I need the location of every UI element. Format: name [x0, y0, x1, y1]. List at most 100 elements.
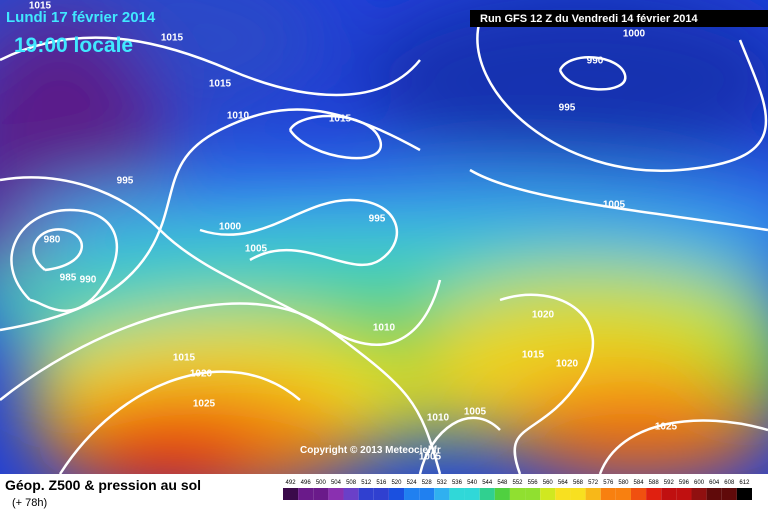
- scale-swatch: [630, 488, 647, 500]
- scale-swatch: [691, 488, 707, 500]
- scale-label: 572: [588, 480, 599, 486]
- scale-swatch: [404, 488, 420, 500]
- isobar-label: 1005: [245, 244, 268, 255]
- isobar-label: 1005: [603, 200, 626, 211]
- scale-label: 548: [497, 480, 508, 486]
- scale-label: 492: [286, 480, 297, 486]
- isobars: [0, 19, 768, 474]
- isobar-label: 990: [80, 275, 97, 286]
- scale-swatch: [600, 488, 616, 500]
- scale-label: 508: [346, 480, 357, 486]
- scale-swatch: [706, 488, 722, 500]
- isobar-label: 1015: [522, 350, 545, 361]
- isobar-label: 1005: [419, 452, 442, 463]
- copyright: Copyright © 2013 Meteociel.fr: [300, 445, 441, 456]
- run-box: [470, 10, 768, 27]
- scale-label: 608: [724, 480, 735, 486]
- scale-swatch: [509, 488, 526, 500]
- isobar-label: 995: [559, 103, 576, 114]
- isobar-label: 1010: [427, 413, 450, 424]
- scale-swatch: [434, 488, 450, 500]
- scale-swatch: [585, 488, 601, 500]
- scale-label: 528: [422, 480, 433, 486]
- isobar-label: 1025: [655, 422, 678, 433]
- scale-label: 532: [437, 480, 448, 486]
- scale-swatch: [676, 488, 692, 500]
- scale-label: 564: [558, 480, 569, 486]
- scale-swatch: [646, 488, 662, 500]
- isobar-label: 995: [369, 214, 386, 225]
- legend-lead: (+ 78h): [12, 497, 47, 509]
- scale-swatch: [570, 488, 586, 500]
- scale-label: 612: [739, 480, 750, 486]
- isobar-label: 1015: [29, 1, 52, 12]
- isobar-label: 1020: [556, 359, 579, 370]
- isobar-label: 1010: [373, 323, 396, 334]
- isobar-label: 995: [117, 176, 134, 187]
- scale-swatch: [343, 488, 359, 500]
- date: Lundi 17 février 2014: [6, 9, 156, 26]
- field: [0, 0, 768, 474]
- scale-swatch: [358, 488, 374, 500]
- scale-swatch: [615, 488, 631, 500]
- scale-label: 556: [528, 480, 539, 486]
- color-scale: 492 496 500 504 508 512 516 520 524 528 532 536 540 5…: [283, 480, 752, 500]
- scale-label: 544: [482, 480, 493, 486]
- scale-swatch: [494, 488, 510, 500]
- isobar-label: 1005: [464, 407, 487, 418]
- isobar-label: 1015: [329, 114, 352, 125]
- scale-label: 524: [407, 480, 418, 486]
- scale-label: 588: [649, 480, 660, 486]
- isobar-label: 1025: [193, 399, 216, 410]
- scale-swatch: [449, 488, 465, 500]
- scale-label: 504: [331, 480, 342, 486]
- scale-label: 552: [512, 480, 523, 486]
- scale-swatch: [328, 488, 344, 500]
- scale-label: 584: [634, 480, 645, 486]
- isobar-label: 1020: [532, 310, 555, 321]
- run: Run GFS 12 Z du Vendredi 14 février 2014: [480, 13, 699, 25]
- scale-swatch: [283, 488, 299, 500]
- scale-label: 576: [603, 480, 614, 486]
- scale-label: 516: [376, 480, 387, 486]
- scale-swatch: [464, 488, 480, 500]
- time: 19:00 locale: [14, 34, 133, 57]
- scale-label: 520: [391, 480, 402, 486]
- scale-swatch: [525, 488, 541, 500]
- scale-swatch: [540, 488, 556, 500]
- isobar-label: 1000: [219, 222, 242, 233]
- isobar-label: 985: [60, 273, 77, 284]
- scale-swatch: [298, 488, 314, 500]
- scale-swatch: [555, 488, 571, 500]
- isobar-label: 1010: [227, 111, 250, 122]
- scale-label: 560: [543, 480, 554, 486]
- legend-title: Géop. Z500 & pression au sol: [5, 477, 201, 493]
- scale-label: 496: [301, 480, 312, 486]
- scale-label: 592: [664, 480, 675, 486]
- scale-swatch: [373, 488, 389, 500]
- scale-label: 604: [709, 480, 720, 486]
- isobar-label: 1020: [190, 369, 213, 380]
- isobar-label: 1000: [623, 29, 646, 40]
- scale-swatch: [736, 488, 752, 500]
- scale-swatch: [388, 488, 405, 500]
- scale-label: 512: [361, 480, 372, 486]
- scale-label: 540: [467, 480, 478, 486]
- isobar-label: 1015: [161, 33, 184, 44]
- isobar-label: 980: [44, 235, 61, 246]
- scale-label: 568: [573, 480, 584, 486]
- scale-label: 596: [679, 480, 690, 486]
- scale-swatch: [721, 488, 737, 500]
- isobar-label: 990: [587, 56, 604, 67]
- isobar-label: 1015: [209, 79, 232, 90]
- scale-swatch: [313, 488, 329, 500]
- scale-label: 500: [316, 480, 327, 486]
- scale-swatch: [419, 488, 435, 500]
- scale-swatch: [479, 488, 495, 500]
- scale-label: 580: [618, 480, 629, 486]
- isobar-label: 1015: [173, 353, 196, 364]
- scale-label: 600: [694, 480, 705, 486]
- scale-swatch: [661, 488, 677, 500]
